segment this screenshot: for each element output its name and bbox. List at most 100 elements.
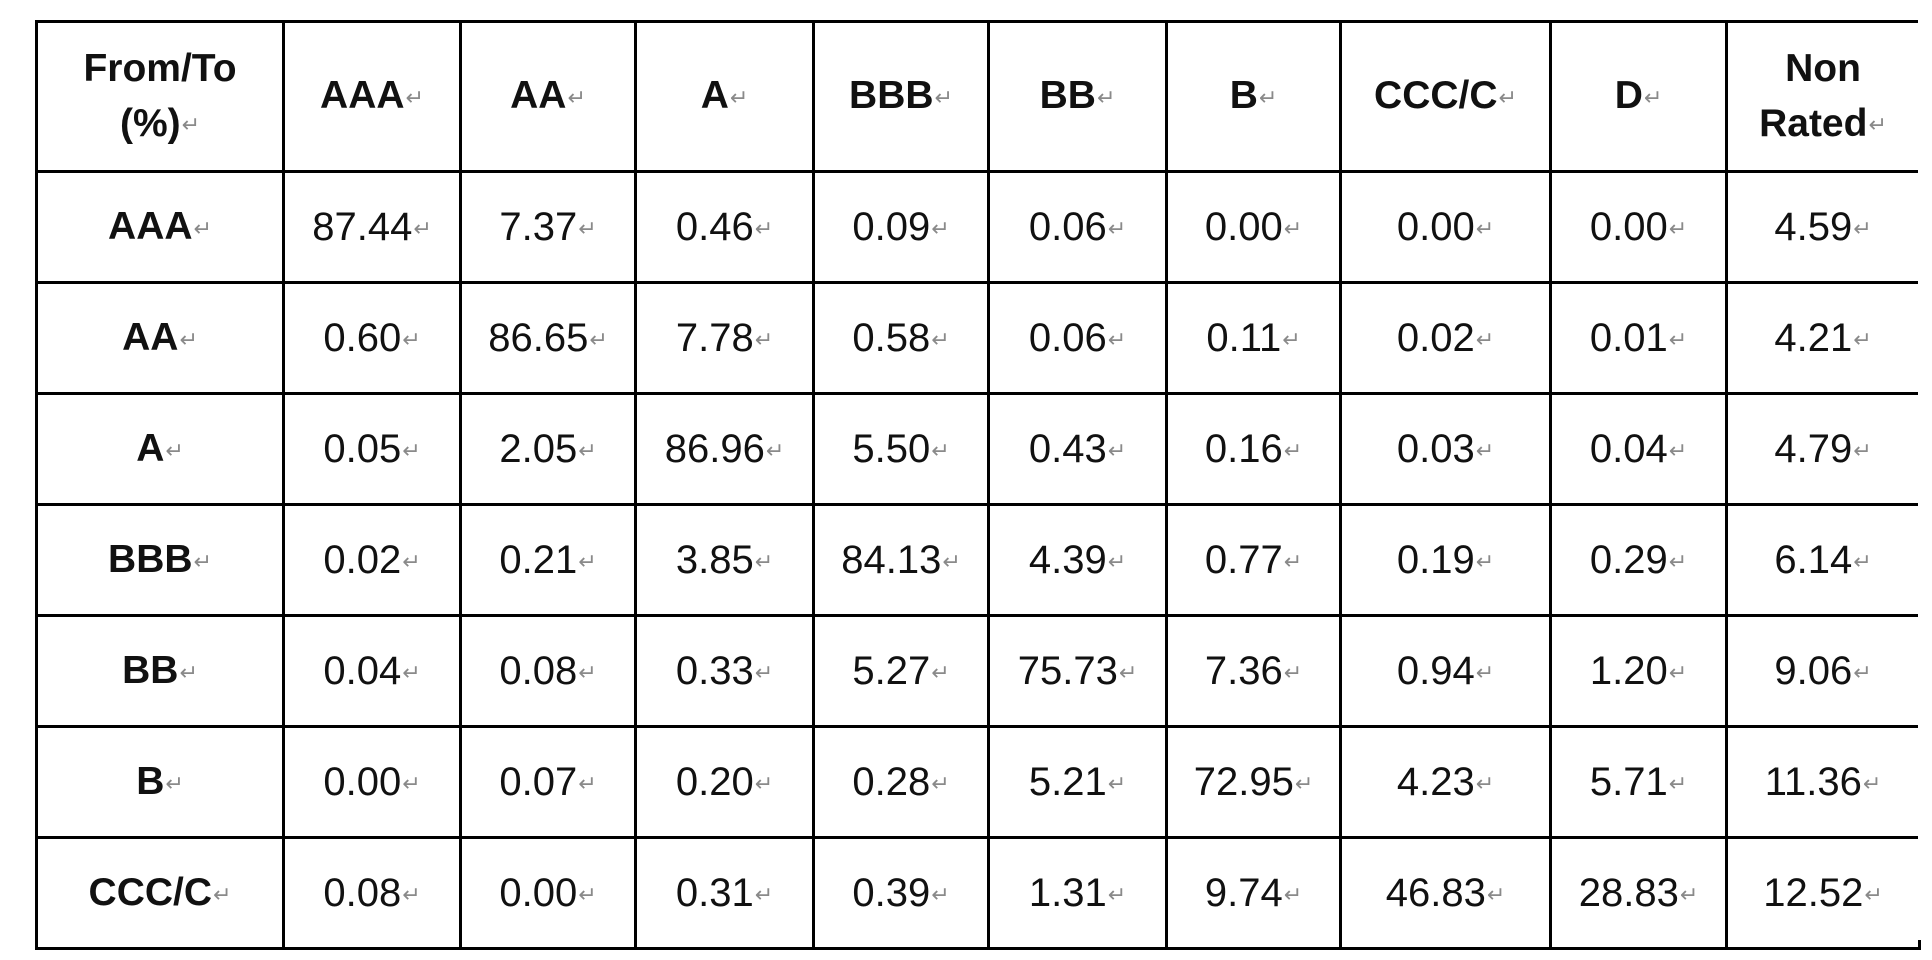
row-header-label: CCC/C xyxy=(88,871,213,914)
table-cell: 0.77↵ xyxy=(1165,503,1342,617)
corner-header-line2-text: (%) xyxy=(119,101,181,145)
table-cell: 7.37↵ xyxy=(459,170,637,284)
paragraph-mark-icon: ↵ xyxy=(1864,881,1883,907)
table-row: BB↵ 0.04↵ 0.08↵ 0.33↵ 5.27↵ 75.73↵ 7.36↵ 0.94↵ 1… xyxy=(35,614,1921,728)
last-column-header-line2-text: Rated xyxy=(1759,101,1868,145)
table-cell: 0.58↵ xyxy=(812,281,990,395)
table-cell: 0.00↵ xyxy=(459,836,637,950)
cell-value: 4.79 xyxy=(1774,426,1853,471)
table-cell: 9.06↵ xyxy=(1725,614,1921,728)
paragraph-mark-icon: ↵ xyxy=(1475,326,1495,352)
table-cell: 0.06↵ xyxy=(987,170,1168,284)
row-header: CCC/C↵ xyxy=(35,836,285,950)
cell-value: 9.06 xyxy=(1774,648,1853,693)
paragraph-mark-icon: ↵ xyxy=(578,659,597,685)
cell-value: 0.04 xyxy=(323,648,402,693)
row-header-label: AAA xyxy=(108,205,193,248)
paragraph-mark-icon: ↵ xyxy=(931,659,950,685)
cell-value: 0.94 xyxy=(1396,648,1475,693)
row-header-label: A xyxy=(136,427,165,470)
cell-value: 3.85 xyxy=(675,537,754,582)
cell-value: 0.02 xyxy=(323,537,402,582)
table-cell: 0.31↵ xyxy=(634,836,815,950)
paragraph-mark-icon: ↵ xyxy=(402,437,421,463)
last-column-header-line1: Non xyxy=(1785,46,1861,90)
cell-value: 86.65 xyxy=(488,315,589,360)
paragraph-mark-icon: ↵ xyxy=(578,437,597,463)
table-cell: 9.74↵ xyxy=(1165,836,1342,950)
table-body: AAA↵ 87.44↵ 7.37↵ 0.46↵ 0.09↵ 0.06↵ 0.00↵ 0.00↵… xyxy=(35,170,1921,950)
table-cell: 0.02↵ xyxy=(282,503,462,617)
cell-value: 0.08 xyxy=(323,870,402,915)
cell-value: 5.71 xyxy=(1589,759,1668,804)
paragraph-mark-icon: ↵ xyxy=(567,84,586,110)
cell-value: 0.21 xyxy=(499,537,578,582)
paragraph-mark-icon: ↵ xyxy=(1294,770,1314,796)
paragraph-mark-icon: ↵ xyxy=(931,215,950,241)
table-cell: 0.04↵ xyxy=(1549,392,1728,506)
table-cell: 0.05↵ xyxy=(282,392,462,506)
table-cell: 87.44↵ xyxy=(282,170,462,284)
cell-value: 0.19 xyxy=(1396,537,1475,582)
cell-value: 0.31 xyxy=(675,870,754,915)
last-column-header: Non Rated↵ xyxy=(1725,20,1921,173)
cell-value: 46.83 xyxy=(1385,870,1486,915)
column-header-label: AA xyxy=(510,74,567,118)
paragraph-mark-icon: ↵ xyxy=(1853,326,1872,352)
column-header-label: BBB xyxy=(849,74,934,118)
table-cell: 28.83↵ xyxy=(1549,836,1728,950)
cell-value: 7.78 xyxy=(675,315,754,360)
cell-value: 4.23 xyxy=(1396,759,1475,804)
paragraph-mark-icon: ↵ xyxy=(165,437,184,463)
cell-value: 1.20 xyxy=(1589,648,1668,693)
paragraph-mark-icon: ↵ xyxy=(754,215,774,241)
row-header-label: BB xyxy=(122,649,179,692)
corner-header-line2: (%)↵ xyxy=(40,97,281,152)
paragraph-mark-icon: ↵ xyxy=(181,111,201,137)
paragraph-mark-icon: ↵ xyxy=(754,881,774,907)
cell-value: 6.14 xyxy=(1774,537,1853,582)
cell-value: 75.73 xyxy=(1017,648,1118,693)
table-cell: 0.29↵ xyxy=(1549,503,1728,617)
paragraph-mark-icon: ↵ xyxy=(934,84,953,110)
paragraph-mark-icon: ↵ xyxy=(1853,437,1872,463)
table-cell: 1.20↵ xyxy=(1549,614,1728,728)
paragraph-mark-icon: ↵ xyxy=(1283,659,1303,685)
right-edge-mask xyxy=(1918,20,1932,940)
paragraph-mark-icon: ↵ xyxy=(729,84,749,110)
cell-value: 0.00 xyxy=(1589,204,1668,249)
table-cell: 11.36↵ xyxy=(1725,725,1921,839)
cell-value: 0.33 xyxy=(675,648,754,693)
row-header: BBB↵ xyxy=(35,503,285,617)
cell-value: 0.00 xyxy=(1396,204,1475,249)
paragraph-mark-icon: ↵ xyxy=(1096,84,1116,110)
cell-value: 0.00 xyxy=(323,759,402,804)
cell-value: 7.37 xyxy=(499,204,578,249)
table-cell: 6.14↵ xyxy=(1725,503,1921,617)
table-cell: 0.94↵ xyxy=(1339,614,1552,728)
cell-value: 0.11 xyxy=(1206,315,1282,360)
table-cell: 2.05↵ xyxy=(459,392,637,506)
table-cell: 0.07↵ xyxy=(459,725,637,839)
paragraph-mark-icon: ↵ xyxy=(754,326,774,352)
paragraph-mark-icon: ↵ xyxy=(1118,659,1138,685)
row-header-label: B xyxy=(136,760,165,803)
cell-value: 0.07 xyxy=(499,759,578,804)
row-header: B↵ xyxy=(35,725,285,839)
cell-value: 0.06 xyxy=(1028,204,1107,249)
cell-value: 0.77 xyxy=(1204,537,1283,582)
cell-value: 12.52 xyxy=(1763,870,1864,915)
table-cell: 0.08↵ xyxy=(282,836,462,950)
paragraph-mark-icon: ↵ xyxy=(1679,881,1699,907)
table-cell: 1.31↵ xyxy=(987,836,1168,950)
paragraph-mark-icon: ↵ xyxy=(1668,659,1688,685)
table-cell: 86.96↵ xyxy=(634,392,815,506)
column-header-label: D xyxy=(1614,74,1643,118)
paragraph-mark-icon: ↵ xyxy=(1107,215,1127,241)
paragraph-mark-icon: ↵ xyxy=(1853,659,1872,685)
cell-value: 0.46 xyxy=(675,204,754,249)
table-cell: 4.39↵ xyxy=(987,503,1168,617)
column-header: B↵ xyxy=(1165,20,1342,173)
paragraph-mark-icon: ↵ xyxy=(193,548,212,574)
paragraph-mark-icon: ↵ xyxy=(1282,326,1301,352)
